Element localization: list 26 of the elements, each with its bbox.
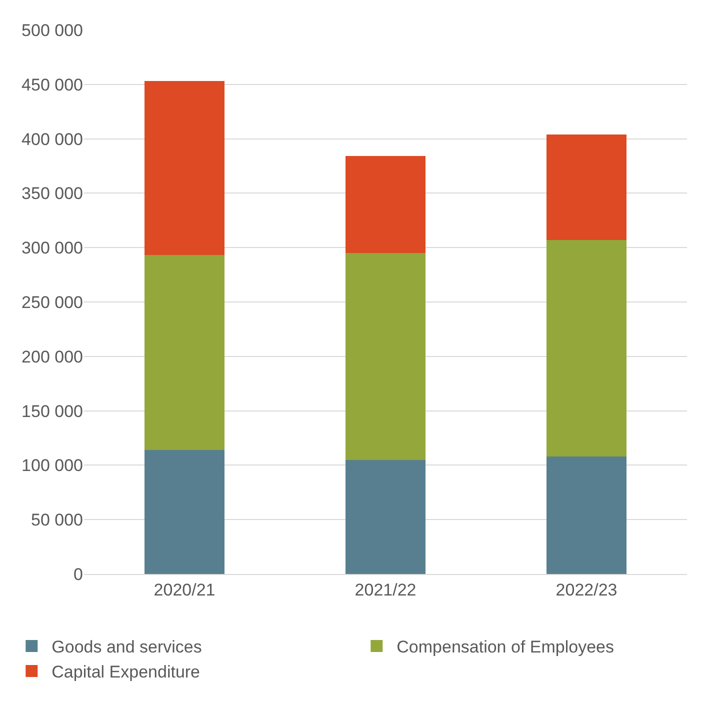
x-tick-label: 2021/22 (354, 580, 416, 600)
y-tick-label: 50 000 (31, 510, 83, 530)
y-tick-label: 300 000 (22, 238, 83, 258)
bar (546, 456, 627, 574)
bar (144, 255, 225, 450)
y-tick-label: 500 000 (22, 20, 83, 40)
bar (345, 253, 426, 460)
y-tick-label: 350 000 (22, 184, 83, 204)
x-tick-label: 2020/21 (154, 580, 216, 600)
legend-label: Compensation of Employees (396, 638, 614, 657)
y-tick-label: 0 (74, 564, 83, 584)
legend-label: Capital Expenditure (52, 662, 200, 682)
bar (345, 460, 426, 574)
y-tick-label: 200 000 (22, 347, 83, 366)
y-tick-label: 250 000 (22, 292, 83, 312)
bar (546, 134, 627, 240)
legend-label: Goods and services (52, 638, 202, 657)
y-tick-label: 450 000 (22, 75, 83, 94)
y-tick-label: 100 000 (22, 456, 83, 476)
bar (144, 450, 225, 574)
x-tick-label: 2022/23 (556, 580, 618, 600)
y-tick-label: 400 000 (22, 130, 83, 149)
bar (546, 240, 627, 456)
bar (345, 156, 426, 254)
bar (144, 81, 225, 256)
y-tick-label: 150 000 (22, 402, 83, 421)
